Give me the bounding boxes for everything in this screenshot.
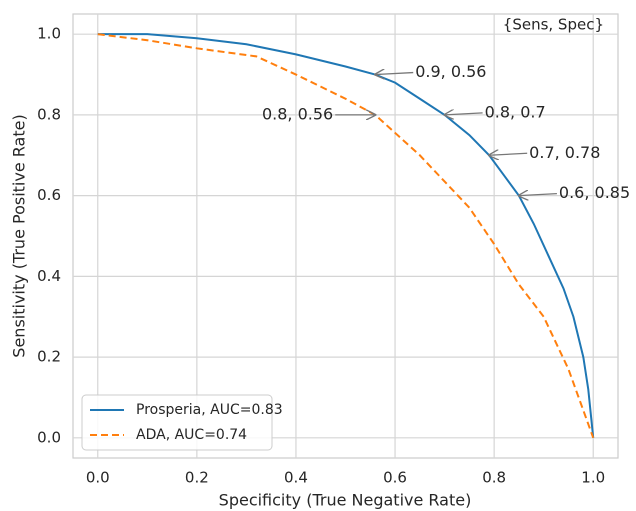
annotation-arrow (375, 73, 414, 75)
annotation-arrow (445, 113, 483, 115)
legend-label: Prosperia, AUC=0.83 (136, 402, 283, 418)
plot-area (72, 13, 619, 459)
y-tick-label: 0.6 (37, 186, 61, 204)
legend-box (81, 394, 273, 451)
annotation-text: 0.9, 0.56 (415, 62, 486, 81)
x-tick-label: 0.2 (185, 469, 209, 487)
legend-label: ADA, AUC=0.74 (136, 427, 247, 443)
x-tick-label: 1.0 (581, 469, 605, 487)
annotation-text: 0.6, 0.85 (559, 183, 630, 202)
annotation-text: 0.7, 0.78 (529, 143, 600, 162)
y-tick-label: 0.2 (37, 348, 61, 366)
x-tick-label: 0.6 (383, 469, 407, 487)
y-axis-label: Sensitivity (True Positive Rate) (10, 114, 29, 357)
y-tick-label: 0.4 (37, 267, 61, 285)
annotation-text: 0.8, 0.7 (485, 102, 546, 121)
corner-note: {Sens, Spec} (503, 16, 604, 34)
x-axis-label: Specificity (True Negative Rate) (219, 491, 472, 510)
y-tick-label: 0.8 (37, 105, 61, 123)
x-tick-label: 0.0 (86, 469, 110, 487)
annotation-arrow (519, 194, 557, 196)
series-line (97, 33, 595, 438)
annotation-text: 0.8, 0.56 (262, 104, 333, 123)
legend: Prosperia, AUC=0.83 ADA, AUC=0.74 (81, 394, 283, 451)
x-tick-label: 0.8 (482, 469, 506, 487)
y-tick-label: 1.0 (37, 25, 61, 43)
y-tick-label: 0.0 (37, 428, 61, 446)
series-line (97, 33, 595, 439)
x-tick-label: 0.4 (284, 469, 308, 487)
annotation-arrow (489, 153, 528, 155)
